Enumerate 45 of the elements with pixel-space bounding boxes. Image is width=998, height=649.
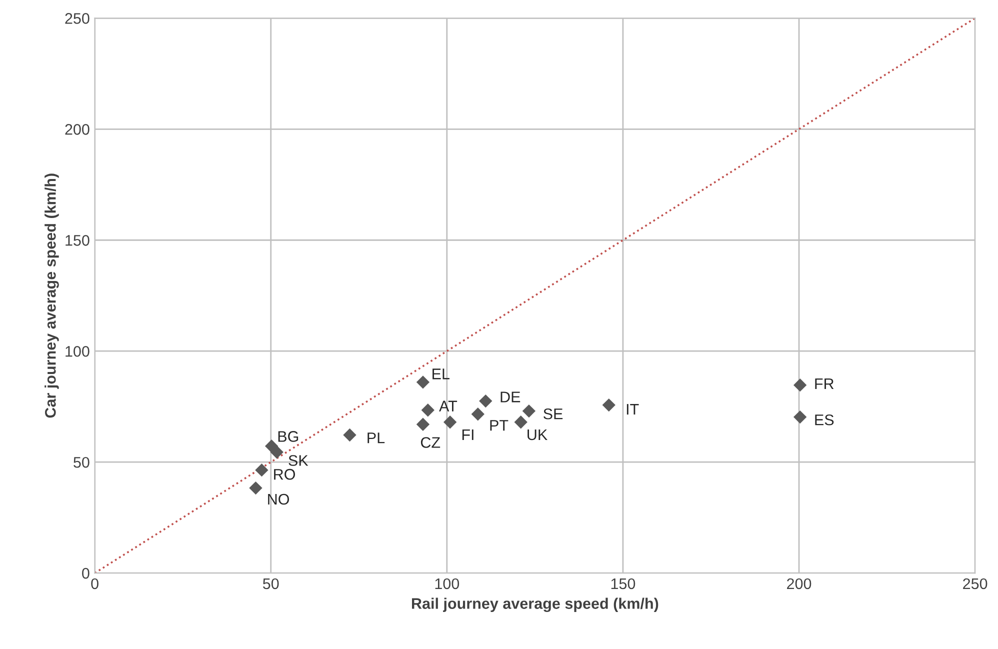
point bbox=[479, 394, 492, 408]
annotation: SK bbox=[288, 455, 308, 466]
annotation: ES bbox=[815, 414, 834, 426]
x-tick-label: 50 bbox=[262, 578, 279, 590]
y-tick-label: 200 bbox=[65, 124, 90, 135]
annotation: PT bbox=[490, 420, 508, 431]
point bbox=[270, 446, 284, 459]
y-tick-label: 150 bbox=[66, 235, 90, 246]
point bbox=[343, 428, 356, 442]
annotation: FR bbox=[815, 378, 834, 390]
point bbox=[514, 416, 528, 429]
x-axis-title: Rail journey average speed (km/h) bbox=[412, 598, 658, 612]
annotation: FI bbox=[462, 429, 474, 440]
y-tick-label: 100 bbox=[66, 346, 90, 357]
x-tick-label: 200 bbox=[787, 578, 812, 590]
point bbox=[471, 408, 484, 421]
annotation: EL bbox=[432, 368, 450, 380]
y-tick-label: 50 bbox=[74, 456, 90, 468]
point bbox=[416, 376, 430, 389]
point bbox=[602, 398, 616, 412]
point bbox=[793, 410, 807, 424]
annotation: UK bbox=[528, 429, 548, 440]
point bbox=[416, 418, 430, 431]
annotation: SE bbox=[544, 408, 563, 420]
annotation: NO bbox=[268, 494, 290, 505]
annotation: AT bbox=[439, 400, 458, 412]
annotation: IT bbox=[626, 404, 639, 415]
y-tick-label: 250 bbox=[65, 13, 90, 24]
point bbox=[443, 416, 457, 429]
point bbox=[255, 463, 268, 477]
point bbox=[421, 404, 434, 417]
annotation: BG bbox=[278, 431, 298, 442]
point bbox=[793, 378, 807, 392]
annotation: DE bbox=[500, 392, 520, 402]
point bbox=[249, 481, 262, 495]
annotation: PL bbox=[368, 432, 385, 444]
x-tick-label: 150 bbox=[611, 578, 636, 590]
annotation: CZ bbox=[420, 437, 440, 448]
point bbox=[522, 404, 536, 418]
annotation: RO bbox=[274, 468, 295, 480]
x-tick-label: 100 bbox=[435, 578, 460, 590]
x-tick-label: 250 bbox=[963, 578, 988, 590]
y-axis-title: Car journey average speed (km/h) bbox=[44, 174, 59, 418]
x-tick-label: 0 bbox=[91, 578, 98, 590]
y-tick-label: 0 bbox=[82, 568, 90, 579]
